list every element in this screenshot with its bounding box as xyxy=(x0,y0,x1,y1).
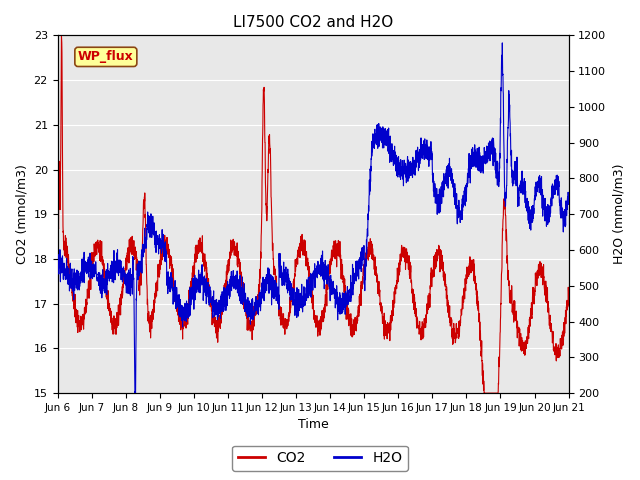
Legend: CO2, H2O: CO2, H2O xyxy=(232,445,408,471)
Y-axis label: H2O (mmol/m3): H2O (mmol/m3) xyxy=(612,164,625,264)
Title: LI7500 CO2 and H2O: LI7500 CO2 and H2O xyxy=(233,15,393,30)
Text: WP_flux: WP_flux xyxy=(78,50,134,63)
X-axis label: Time: Time xyxy=(298,419,328,432)
Y-axis label: CO2 (mmol/m3): CO2 (mmol/m3) xyxy=(15,164,28,264)
